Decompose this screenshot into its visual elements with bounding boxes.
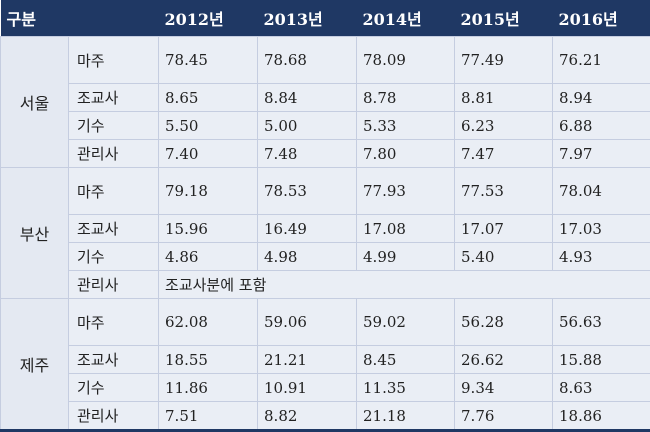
role-cell: 기수: [69, 374, 159, 402]
role-cell: 마주: [69, 37, 159, 84]
value-cell: 7.80: [357, 140, 455, 168]
value-cell: 15.88: [553, 346, 650, 374]
group-cell: 제주: [1, 299, 69, 431]
value-cell: 5.40: [455, 243, 553, 271]
value-cell: 9.34: [455, 374, 553, 402]
role-cell: 관리사: [69, 140, 159, 168]
value-cell: 8.63: [553, 374, 650, 402]
value-cell: 4.93: [553, 243, 650, 271]
value-cell: 78.68: [258, 37, 357, 84]
value-cell: 8.65: [159, 84, 258, 112]
value-cell: 78.04: [553, 168, 650, 215]
value-cell: 56.28: [455, 299, 553, 346]
value-cell: 7.51: [159, 402, 258, 431]
role-cell: 기수: [69, 243, 159, 271]
header-cell: 2015년: [455, 0, 553, 37]
page: {"table": { "header": ["구분", "2012년", "2…: [0, 0, 650, 403]
value-cell: 21.21: [258, 346, 357, 374]
value-cell: 8.82: [258, 402, 357, 431]
value-cell: 4.86: [159, 243, 258, 271]
value-cell: 11.86: [159, 374, 258, 402]
value-cell: 78.53: [258, 168, 357, 215]
value-cell: 5.50: [159, 112, 258, 140]
value-cell: 59.02: [357, 299, 455, 346]
value-cell: 21.18: [357, 402, 455, 431]
value-cell: 79.18: [159, 168, 258, 215]
value-cell: 78.45: [159, 37, 258, 84]
role-cell: 관리사: [69, 402, 159, 431]
value-cell: 8.84: [258, 84, 357, 112]
role-cell: 마주: [69, 299, 159, 346]
group-cell: 부산: [1, 168, 69, 299]
value-cell: 7.97: [553, 140, 650, 168]
value-cell: 8.81: [455, 84, 553, 112]
group-cell: 서울: [1, 37, 69, 168]
value-cell: 7.47: [455, 140, 553, 168]
role-cell: 기수: [69, 112, 159, 140]
value-cell: 15.96: [159, 215, 258, 243]
value-cell: 17.08: [357, 215, 455, 243]
value-cell: 78.09: [357, 37, 455, 84]
value-cell: 8.45: [357, 346, 455, 374]
role-cell: 조교사: [69, 84, 159, 112]
value-cell: 8.78: [357, 84, 455, 112]
value-cell: 4.99: [357, 243, 455, 271]
header-cell: 2012년: [159, 0, 258, 37]
value-cell: 56.63: [553, 299, 650, 346]
header-cell: 2013년: [258, 0, 357, 37]
value-cell: 6.88: [553, 112, 650, 140]
value-cell: 8.94: [553, 84, 650, 112]
header-cell: 구분: [1, 0, 159, 37]
role-cell: 조교사: [69, 215, 159, 243]
value-cell: 4.98: [258, 243, 357, 271]
value-cell: 26.62: [455, 346, 553, 374]
role-cell: 조교사: [69, 346, 159, 374]
note-cell: 조교사분에 포함: [159, 271, 650, 299]
value-cell: 18.86: [553, 402, 650, 431]
value-cell: 17.07: [455, 215, 553, 243]
value-cell: 5.00: [258, 112, 357, 140]
value-cell: 17.03: [553, 215, 650, 243]
value-cell: 7.48: [258, 140, 357, 168]
value-cell: 16.49: [258, 215, 357, 243]
value-cell: 7.76: [455, 402, 553, 431]
role-cell: 마주: [69, 168, 159, 215]
value-cell: 10.91: [258, 374, 357, 402]
value-cell: 62.08: [159, 299, 258, 346]
value-cell: 18.55: [159, 346, 258, 374]
value-cell: 77.53: [455, 168, 553, 215]
value-cell: 59.06: [258, 299, 357, 346]
header-cell: 2016년: [553, 0, 650, 37]
role-cell: 관리사: [69, 271, 159, 299]
value-cell: 77.93: [357, 168, 455, 215]
value-cell: 76.21: [553, 37, 650, 84]
value-cell: 5.33: [357, 112, 455, 140]
value-cell: 7.40: [159, 140, 258, 168]
value-cell: 6.23: [455, 112, 553, 140]
value-cell: 77.49: [455, 37, 553, 84]
value-cell: 11.35: [357, 374, 455, 402]
header-cell: 2014년: [357, 0, 455, 37]
